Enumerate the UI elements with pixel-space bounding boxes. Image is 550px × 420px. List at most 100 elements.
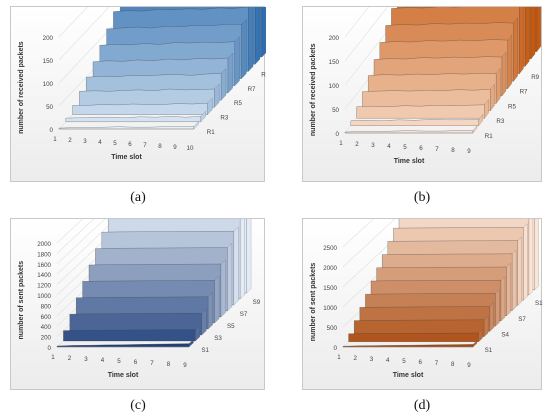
x-tick-label: 8 — [158, 143, 162, 150]
series-area-r2 — [350, 119, 480, 126]
series-area-r1 — [58, 125, 195, 130]
series-cap-s8 — [233, 226, 239, 306]
series-cap-r10 — [255, 7, 261, 65]
x-tick-label: 5 — [403, 144, 407, 151]
y-tick-label: 0 — [50, 127, 54, 134]
series-area-s2 — [348, 332, 479, 343]
x-tick-label: 7 — [143, 142, 147, 149]
x-tick-label: 8 — [451, 147, 455, 154]
chart-panel-a: 05010015020012345678910R1R3R5R7R9R11Time… — [10, 6, 266, 182]
x-tick-label: 1 — [51, 354, 55, 361]
series-cap-s6 — [500, 276, 506, 322]
x-tick-label: 4 — [387, 143, 391, 150]
series-area-s2 — [63, 329, 196, 342]
series-cap-r9 — [248, 7, 254, 72]
y-tick-label: 600 — [41, 314, 52, 321]
x-tick-label: 7 — [435, 360, 439, 367]
x-tick-label: 5 — [113, 140, 117, 147]
x-tick-label: 2 — [68, 355, 72, 362]
series-cap-r12 — [536, 7, 542, 53]
x-tick-label: 7 — [435, 146, 439, 153]
y-tick-label: 50 — [332, 107, 339, 114]
series-cap-r7 — [507, 34, 513, 90]
series-cap-r5 — [496, 67, 501, 104]
chart-panel-c: 0 200 400 600 800 1000 1200 1400 1600 1800 2000 1 2 3… — [10, 218, 265, 390]
series-cap-r1 — [472, 124, 478, 134]
caption-d: (d) — [413, 398, 431, 413]
y-tick-label: 50 — [46, 104, 53, 111]
x-tick-label: 9 — [183, 362, 187, 369]
x-tick-label: 4 — [386, 357, 390, 364]
series-cap-r7 — [234, 36, 240, 87]
y-tick-label: 100 — [43, 81, 54, 88]
series-cap-s4 — [489, 302, 494, 332]
depth-label: S9 — [253, 299, 261, 306]
x-tick-label: 3 — [84, 356, 88, 363]
y-axis-label: number of sent packets — [310, 263, 317, 342]
gridline-depth — [56, 219, 106, 265]
chart-svg-d: 0 500 1000 1500 2000 2500 1 2 3 4 5 6 7 8 9 S1 S4 S7 S10 Ti… — [310, 219, 543, 379]
x-tick-label: 7 — [150, 360, 154, 367]
x-tick-label: 9 — [467, 148, 471, 155]
x-tick-label: 9 — [173, 144, 177, 151]
series-area-r3 — [356, 104, 485, 119]
series-cap-s2 — [478, 328, 483, 343]
x-axis-label: Time slot — [394, 158, 425, 165]
depth-label: R1 — [485, 133, 493, 140]
series-cap-s6 — [220, 259, 226, 318]
series-cap-s8 — [512, 249, 517, 312]
x-tick-label: 3 — [371, 142, 375, 149]
series-cap-r1 — [193, 120, 199, 130]
series-cap-r3 — [207, 97, 213, 116]
x-axis-label: Time slot — [111, 154, 142, 161]
series-area-r1 — [344, 130, 474, 134]
series-cap-s10 — [246, 219, 252, 294]
x-tick-label: 3 — [370, 356, 374, 363]
x-tick-label: 1 — [337, 354, 341, 361]
y-tick-label: 200 — [41, 335, 52, 342]
y-tick-label: 1600 — [37, 262, 51, 269]
gridline-depth — [58, 7, 88, 38]
series-cap-s1 — [188, 338, 194, 348]
chart-svg-c: 0 200 400 600 800 1000 1200 1400 1600 1800 2000 1 2 3… — [18, 219, 261, 379]
x-tick-label: 2 — [355, 141, 359, 148]
x-tick-label: 6 — [419, 145, 423, 152]
y-tick-label: 800 — [41, 303, 52, 310]
series-cap-s4 — [208, 292, 213, 330]
depth-label: S3 — [214, 335, 222, 342]
gridline-depth — [56, 219, 115, 275]
series-cap-s12 — [534, 219, 539, 291]
chart-panel-b: 050100150200123456789R1R3R5R7R9R11Time s… — [302, 6, 543, 182]
caption-c: (c) — [130, 398, 146, 413]
y-tick-label: 100 — [329, 83, 340, 90]
y-axis-label: number of sent packets — [18, 261, 25, 340]
series-cap-s1 — [472, 340, 478, 348]
series-cap-s9 — [240, 219, 245, 300]
x-tick-label: 4 — [101, 357, 105, 364]
series-cap-r3 — [484, 99, 489, 119]
series-area-s1 — [342, 344, 474, 348]
series-area-s1 — [56, 343, 190, 348]
depth-label: S4 — [501, 331, 509, 338]
series-cap-s7 — [227, 242, 233, 312]
x-tick-label: 8 — [451, 361, 455, 368]
series-cap-r11 — [530, 7, 536, 60]
y-tick-label: 150 — [329, 59, 340, 66]
x-tick-label: 5 — [117, 358, 121, 365]
y-tick-label: 2000 — [37, 241, 51, 248]
series-cap-s7 — [506, 262, 511, 317]
y-axis-label: number of received packets — [310, 43, 317, 136]
x-tick-label: 1 — [339, 140, 343, 147]
series-cap-s5 — [214, 275, 220, 324]
series-cap-r5 — [221, 67, 227, 101]
series-cap-r6 — [227, 52, 233, 94]
x-tick-label: 9 — [467, 362, 471, 369]
series-cap-r8 — [241, 18, 247, 80]
depth-label: S5 — [227, 323, 235, 330]
gridline-depth — [56, 219, 95, 254]
y-tick-label: 1400 — [37, 272, 51, 279]
depth-label: R1 — [207, 129, 215, 136]
y-tick-label: 1500 — [323, 285, 337, 292]
series-cap-s3 — [484, 315, 489, 338]
x-tick-label: 5 — [402, 358, 406, 365]
